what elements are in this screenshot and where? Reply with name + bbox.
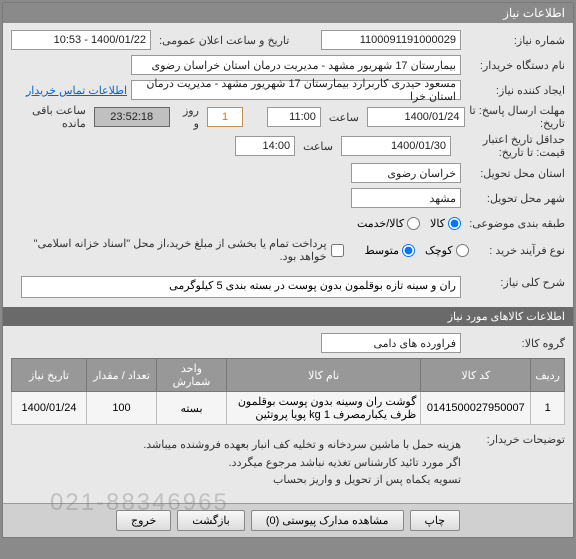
cell-code: 0141500027950007 <box>421 392 531 425</box>
buyer-desc-text: هزینه حمل با ماشین سردخانه و تخلیه کف ان… <box>143 433 461 494</box>
deadline-time-field: 11:00 <box>267 107 321 127</box>
row-need-no: شماره نیاز: 1100091191000029 تاریخ و ساع… <box>11 29 565 51</box>
creator-field: مسعود حیدری کاربرارد بیمارستان 17 شهریور… <box>131 80 461 100</box>
th-name: نام کالا <box>227 359 421 392</box>
summary-field: ران و سینه تازه بوقلمون بدون پوست در بست… <box>21 276 461 298</box>
category-radio-group: کالا کالا/خدمت <box>357 217 461 230</box>
group-field: فراورده های دامی <box>321 333 461 353</box>
row-buyer-device: نام دستگاه خریدار: بیمارستان 17 شهریور م… <box>11 54 565 76</box>
radio-medium-label: متوسط <box>364 244 399 257</box>
province-field: خراسان رضوی <box>351 163 461 183</box>
summary-label: شرح کلی نیاز: <box>465 276 565 289</box>
radio-small-label: کوچک <box>425 244 453 257</box>
need-no-label: شماره نیاز: <box>465 34 565 47</box>
th-date: تاریخ نیاز <box>12 359 87 392</box>
creator-label: ایجاد کننده نیاز: <box>465 84 565 97</box>
process-label: نوع فرآیند خرید : <box>473 244 565 257</box>
row-deadline: مهلت ارسال پاسخ: تا تاریخ: 1400/01/24 سا… <box>11 104 565 130</box>
need-info-panel: اطلاعات نیاز شماره نیاز: 110009119100002… <box>2 2 574 538</box>
row-process: نوع فرآیند خرید : کوچک متوسط پرداخت تمام… <box>11 237 565 263</box>
province-label: استان محل تحویل: <box>465 167 565 180</box>
attachments-button[interactable]: مشاهده مدارک پیوستی (0) <box>251 510 404 531</box>
buyer-device-label: نام دستگاه خریدار: <box>465 59 565 72</box>
partial-pay-input[interactable] <box>331 244 344 257</box>
radio-khadamat[interactable]: کالا/خدمت <box>357 217 420 230</box>
radio-small[interactable]: کوچک <box>425 244 469 257</box>
days-label: روز و <box>174 104 203 130</box>
countdown-field: 23:52:18 <box>94 107 170 127</box>
saat-label-1: ساعت <box>325 111 363 124</box>
contact-link[interactable]: اطلاعات تماس خریدار <box>26 84 127 97</box>
goods-table: ردیف کد کالا نام کالا واحد شمارش تعداد /… <box>11 358 565 425</box>
validity-time-field: 14:00 <box>235 136 295 156</box>
validity-label: حداقل تاریخ اعتبار قیمت: تا تاریخ: <box>455 133 565 159</box>
cell-unit: بسته <box>157 392 227 425</box>
deadline-label: مهلت ارسال پاسخ: تا تاریخ: <box>469 104 565 130</box>
group-label: گروه کالا: <box>465 337 565 350</box>
process-radio-group: کوچک متوسط <box>364 244 468 257</box>
radio-kala-input[interactable] <box>448 217 461 230</box>
row-summary: شرح کلی نیاز: ران و سینه تازه بوقلمون بد… <box>11 276 565 298</box>
radio-small-input[interactable] <box>456 244 469 257</box>
radio-khadamat-input[interactable] <box>407 217 420 230</box>
goods-thead: ردیف کد کالا نام کالا واحد شمارش تعداد /… <box>12 359 565 392</box>
remain-label: ساعت باقی مانده <box>11 104 90 130</box>
deadline-date-field: 1400/01/24 <box>367 107 465 127</box>
row-city: شهر محل تحویل: مشهد <box>11 187 565 209</box>
need-no-field: 1100091191000029 <box>321 30 461 50</box>
city-label: شهر محل تحویل: <box>465 192 565 205</box>
th-code: کد کالا <box>421 359 531 392</box>
goods-info-header: اطلاعات کالاهای مورد نیاز <box>3 307 573 326</box>
row-category: طبقه بندی موضوعی: کالا کالا/خدمت <box>11 212 565 234</box>
need-info-header: اطلاعات نیاز <box>3 3 573 23</box>
row-group: گروه کالا: فراورده های دامی <box>11 332 565 354</box>
th-row: ردیف <box>531 359 565 392</box>
announce-field: 1400/01/22 - 10:53 <box>11 30 151 50</box>
back-button[interactable]: بازگشت <box>177 510 245 531</box>
radio-khadamat-label: کالا/خدمت <box>357 217 404 230</box>
radio-kala[interactable]: کالا <box>430 217 461 230</box>
print-button[interactable]: چاپ <box>410 510 461 531</box>
goods-tbody: 1 0141500027950007 گوشت ران وسینه بدون پ… <box>12 392 565 425</box>
goods-info-body: گروه کالا: فراورده های دامی ردیف کد کالا… <box>3 326 573 503</box>
partial-pay-checkbox[interactable]: پرداخت تمام یا بخشی از مبلغ خرید،از محل … <box>11 237 344 263</box>
row-creator: ایجاد کننده نیاز: مسعود حیدری کاربرارد ب… <box>11 79 565 101</box>
days-count-field: 1 <box>207 107 243 127</box>
cell-qty: 100 <box>87 392 157 425</box>
buyer-device-field: بیمارستان 17 شهریور مشهد - مدیریت درمان … <box>131 55 461 75</box>
exit-button[interactable]: خروج <box>116 510 171 531</box>
need-info-body: شماره نیاز: 1100091191000029 تاریخ و ساع… <box>3 23 573 307</box>
partial-pay-label: پرداخت تمام یا بخشی از مبلغ خرید،از محل … <box>11 237 327 263</box>
announce-label: تاریخ و ساعت اعلان عمومی: <box>155 34 293 47</box>
cell-name: گوشت ران وسینه بدون پوست بوقلمون ظرف یکب… <box>227 392 421 425</box>
table-row[interactable]: 1 0141500027950007 گوشت ران وسینه بدون پ… <box>12 392 565 425</box>
cell-date: 1400/01/24 <box>12 392 87 425</box>
th-qty: تعداد / مقدار <box>87 359 157 392</box>
button-row: چاپ مشاهده مدارک پیوستی (0) بازگشت خروج <box>3 503 573 537</box>
goods-header-row: ردیف کد کالا نام کالا واحد شمارش تعداد /… <box>12 359 565 392</box>
buyer-desc-label: توضیحات خریدار: <box>465 433 565 446</box>
row-validity: حداقل تاریخ اعتبار قیمت: تا تاریخ: 1400/… <box>11 133 565 159</box>
radio-medium[interactable]: متوسط <box>364 244 415 257</box>
row-buyer-desc: توضیحات خریدار: هزینه حمل با ماشین سردخا… <box>11 433 565 494</box>
validity-date-field: 1400/01/30 <box>341 136 451 156</box>
radio-kala-label: کالا <box>430 217 445 230</box>
th-unit: واحد شمارش <box>157 359 227 392</box>
category-label: طبقه بندی موضوعی: <box>465 217 565 230</box>
cell-idx: 1 <box>531 392 565 425</box>
city-field: مشهد <box>351 188 461 208</box>
saat-label-2: ساعت <box>299 140 337 153</box>
row-province: استان محل تحویل: خراسان رضوی <box>11 162 565 184</box>
radio-medium-input[interactable] <box>402 244 415 257</box>
